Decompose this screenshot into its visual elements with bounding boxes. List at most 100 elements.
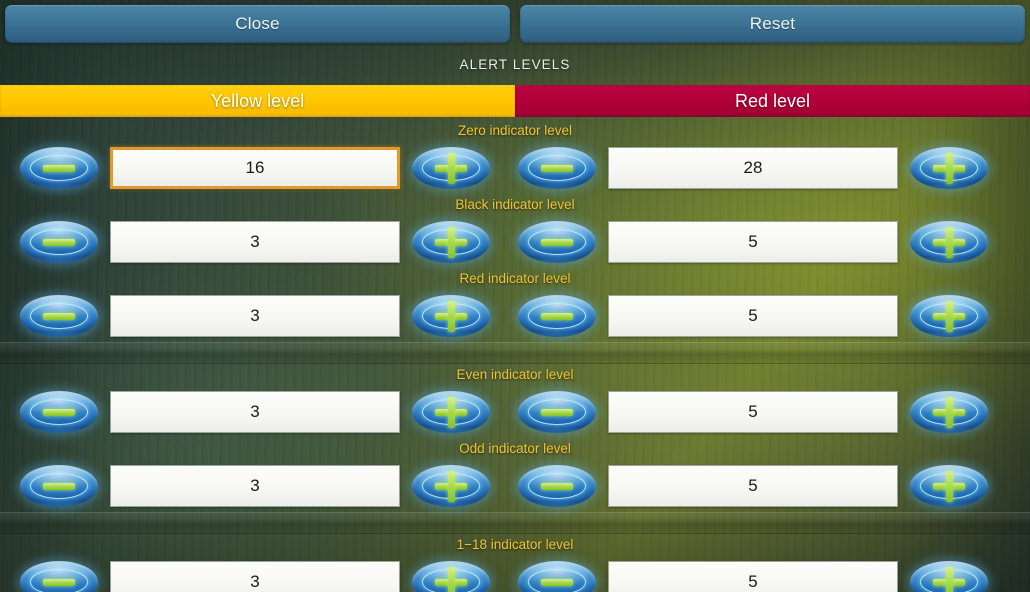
red-value-wrapper xyxy=(608,221,898,263)
glyph-bar-vertical xyxy=(945,567,953,592)
yellow-value-input[interactable] xyxy=(110,465,400,507)
indicator-row-label: Even indicator level xyxy=(456,367,574,382)
glyph-bar-horizontal xyxy=(43,579,75,586)
minus-icon xyxy=(540,225,574,259)
glyph-bar-horizontal xyxy=(43,313,75,320)
yellow-decrement-button[interactable] xyxy=(18,146,100,190)
glyph-bar-vertical xyxy=(447,301,455,332)
orb-ring xyxy=(528,399,586,425)
close-button-label: Close xyxy=(235,14,280,33)
glyph-bar-horizontal xyxy=(541,409,573,416)
red-level-header[interactable]: Red level xyxy=(515,85,1030,117)
red-value-wrapper xyxy=(608,465,898,507)
yellow-value-input[interactable] xyxy=(110,561,400,592)
yellow-value-input[interactable] xyxy=(110,391,400,433)
yellow-value-wrapper xyxy=(110,465,400,507)
yellow-increment-button[interactable] xyxy=(410,294,492,338)
minus-icon xyxy=(540,395,574,429)
minus-icon xyxy=(42,151,76,185)
minus-icon xyxy=(540,299,574,333)
yellow-value-input[interactable] xyxy=(110,147,400,189)
yellow-value-wrapper xyxy=(110,295,400,337)
red-increment-button[interactable] xyxy=(908,146,990,190)
center-stepper-pair xyxy=(410,560,598,592)
close-button[interactable]: Close xyxy=(5,5,510,43)
glyph-bar-vertical xyxy=(945,397,953,428)
indicator-section: Zero indicator level Black indicator leve… xyxy=(0,120,1030,342)
red-value-input[interactable] xyxy=(608,147,898,189)
yellow-level-header[interactable]: Yellow level xyxy=(0,85,515,117)
yellow-value-wrapper xyxy=(110,221,400,263)
red-decrement-button[interactable] xyxy=(516,220,598,264)
orb-ring xyxy=(30,229,88,255)
red-value-input[interactable] xyxy=(608,561,898,592)
glyph-bar-vertical xyxy=(447,153,455,184)
yellow-decrement-button[interactable] xyxy=(18,220,100,264)
red-increment-button[interactable] xyxy=(908,390,990,434)
yellow-value-wrapper xyxy=(110,561,400,592)
red-decrement-button[interactable] xyxy=(516,146,598,190)
yellow-value-input[interactable] xyxy=(110,221,400,263)
plus-icon xyxy=(434,151,468,185)
glyph-bar-horizontal xyxy=(541,165,573,172)
glyph-bar-horizontal xyxy=(541,239,573,246)
orb-ring xyxy=(528,473,586,499)
orb-ring xyxy=(528,303,586,329)
red-increment-button[interactable] xyxy=(908,560,990,592)
minus-icon xyxy=(42,395,76,429)
plus-icon xyxy=(434,395,468,429)
red-decrement-button[interactable] xyxy=(516,390,598,434)
yellow-value-input[interactable] xyxy=(110,295,400,337)
yellow-increment-button[interactable] xyxy=(410,464,492,508)
glyph-bar-horizontal xyxy=(43,165,75,172)
glyph-bar-vertical xyxy=(945,153,953,184)
red-value-input[interactable] xyxy=(608,295,898,337)
red-increment-button[interactable] xyxy=(908,220,990,264)
red-value-wrapper xyxy=(608,295,898,337)
plus-icon xyxy=(434,565,468,592)
yellow-increment-button[interactable] xyxy=(410,146,492,190)
minus-icon xyxy=(540,565,574,592)
red-decrement-button[interactable] xyxy=(516,464,598,508)
section-divider xyxy=(0,342,1030,364)
plus-icon xyxy=(932,395,966,429)
minus-icon xyxy=(540,469,574,503)
yellow-decrement-button[interactable] xyxy=(18,560,100,592)
glyph-bar-vertical xyxy=(447,397,455,428)
red-value-wrapper xyxy=(608,561,898,592)
red-value-input[interactable] xyxy=(608,221,898,263)
yellow-level-label: Yellow level xyxy=(210,90,305,111)
indicator-row xyxy=(0,386,1030,438)
reset-button[interactable]: Reset xyxy=(520,5,1025,43)
red-decrement-button[interactable] xyxy=(516,294,598,338)
center-stepper-pair xyxy=(410,146,598,190)
center-stepper-pair xyxy=(410,294,598,338)
yellow-decrement-button[interactable] xyxy=(18,294,100,338)
indicator-row-label: Red indicator level xyxy=(459,271,571,286)
yellow-decrement-button[interactable] xyxy=(18,390,100,434)
glyph-bar-vertical xyxy=(447,567,455,592)
indicator-row-label: Zero indicator level xyxy=(457,123,573,138)
yellow-increment-button[interactable] xyxy=(410,390,492,434)
red-value-input[interactable] xyxy=(608,391,898,433)
glyph-bar-horizontal xyxy=(43,483,75,490)
yellow-increment-button[interactable] xyxy=(410,560,492,592)
reset-button-label: Reset xyxy=(749,14,796,33)
yellow-increment-button[interactable] xyxy=(410,220,492,264)
glyph-bar-vertical xyxy=(447,471,455,502)
minus-icon xyxy=(42,225,76,259)
red-increment-button[interactable] xyxy=(908,294,990,338)
plus-icon xyxy=(434,469,468,503)
orb-ring xyxy=(528,229,586,255)
center-stepper-pair xyxy=(410,464,598,508)
red-value-input[interactable] xyxy=(608,465,898,507)
yellow-decrement-button[interactable] xyxy=(18,464,100,508)
glyph-bar-horizontal xyxy=(541,579,573,586)
glyph-bar-horizontal xyxy=(43,409,75,416)
minus-icon xyxy=(540,151,574,185)
indicator-row-label: Odd indicator level xyxy=(459,441,571,456)
indicator-row xyxy=(0,460,1030,512)
red-increment-button[interactable] xyxy=(908,464,990,508)
red-decrement-button[interactable] xyxy=(516,560,598,592)
